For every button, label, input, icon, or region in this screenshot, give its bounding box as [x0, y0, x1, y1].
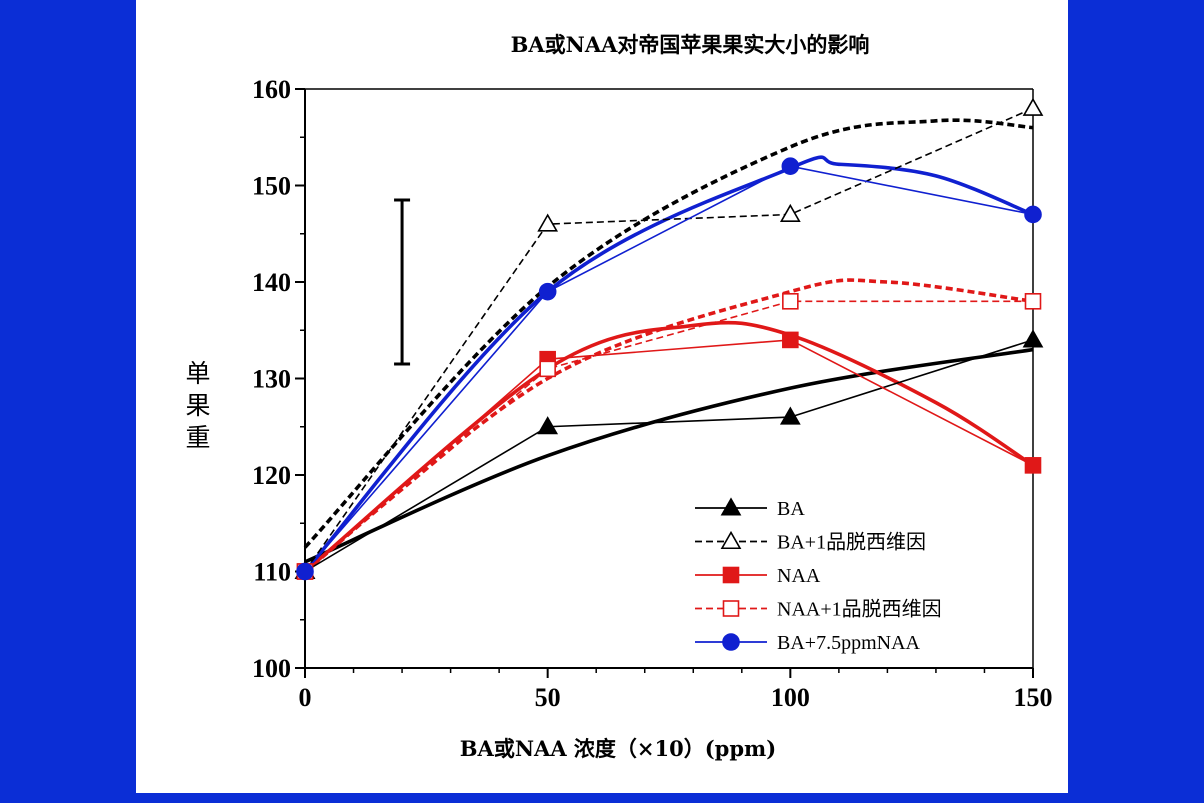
legend-marker — [720, 530, 742, 550]
data-point-naa-1 — [539, 360, 556, 378]
y-tick-label: 120 — [252, 461, 291, 490]
y-axis-label: 单果重 — [185, 359, 210, 452]
x-tick-label: 0 — [299, 683, 312, 712]
data-point-ba-7-5ppmnaa — [296, 562, 314, 581]
legend: BA BA+1品脱西维因 NAA NAA+1品脱西维因 BA+7.5ppmNAA — [695, 497, 942, 654]
legend-marker — [722, 566, 740, 584]
data-point-ba-1 — [779, 203, 801, 222]
y-tick-label: 160 — [252, 75, 291, 104]
y-tick-label: 110 — [253, 558, 291, 587]
data-point-naa-1 — [782, 292, 799, 310]
y-tick-label: 130 — [252, 365, 291, 394]
plot-area: 0 50 100 150 100 110 120 130 140 150 160 — [252, 75, 1053, 712]
series-line-ba-7-5ppmnaa — [304, 165, 1034, 573]
trend-curve-naa-1 — [303, 278, 1034, 573]
data-point-ba-7-5ppmnaa — [781, 157, 800, 175]
chart-svg: BA或NAA对帝国苹果果实大小的影响 BA或NAA 浓度（×10）(ppm) 单… — [185, 32, 1053, 761]
data-point-ba-7-5ppmnaa — [538, 282, 557, 301]
series-line-ba-1 — [304, 107, 1034, 572]
x-axis-label: BA或NAA 浓度（×10）(ppm) — [460, 736, 776, 761]
y-tick-label: 140 — [252, 268, 291, 297]
legend-label: NAA — [777, 565, 821, 587]
data-point-ba — [537, 416, 559, 435]
x-tick-label: 100 — [771, 683, 810, 712]
chart-panel: BA或NAA对帝国苹果果实大小的影响 BA或NAA 浓度（×10）(ppm) 单… — [136, 0, 1068, 793]
legend-marker — [722, 633, 740, 651]
legend-marker — [720, 497, 742, 516]
legend-label: BA — [777, 498, 805, 520]
data-point-naa — [782, 331, 799, 349]
trend-curve-ba — [304, 347, 1034, 564]
x-tick-label: 150 — [1014, 683, 1053, 712]
x-tick-label: 50 — [535, 683, 561, 712]
data-point-ba — [1022, 329, 1044, 348]
y-tick-label: 150 — [252, 172, 291, 201]
data-point-ba-1 — [537, 213, 559, 232]
y-tick-label: 100 — [252, 654, 291, 683]
data-point-naa — [1024, 457, 1042, 474]
data-point-ba — [779, 406, 801, 425]
legend-marker — [722, 600, 740, 617]
trend-curve-ba-1 — [303, 118, 1034, 549]
data-point-naa-1 — [1024, 292, 1042, 310]
data-point-ba-1 — [1022, 97, 1044, 116]
series-line-ba — [304, 339, 1034, 573]
series-line-naa-1 — [304, 300, 1033, 573]
legend-label: BA+7.5ppmNAA — [777, 632, 921, 654]
legend-label: NAA+1品脱西维因 — [777, 598, 942, 621]
chart-title: BA或NAA对帝国苹果果实大小的影响 — [511, 32, 870, 57]
series-line-naa — [304, 339, 1034, 573]
data-point-ba-7-5ppmnaa — [1024, 205, 1042, 224]
legend-label: BA+1品脱西维因 — [777, 531, 926, 554]
